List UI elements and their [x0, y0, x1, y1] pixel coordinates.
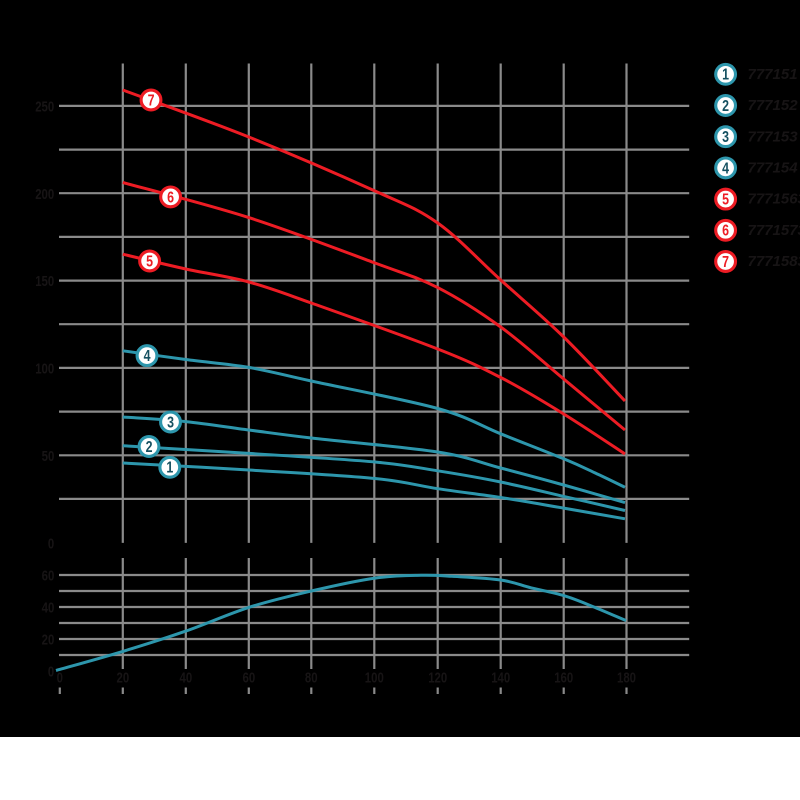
- svg-text:2: 2: [722, 97, 729, 115]
- svg-text:0: 0: [57, 670, 63, 687]
- svg-text:777153: 777153: [748, 128, 799, 145]
- svg-text:1: 1: [166, 458, 173, 476]
- svg-text:3: 3: [722, 128, 729, 146]
- svg-text:4: 4: [722, 159, 729, 177]
- svg-text:0: 0: [48, 664, 54, 681]
- svg-text:6: 6: [167, 188, 174, 206]
- svg-text:5: 5: [146, 252, 153, 270]
- svg-text:0: 0: [48, 535, 54, 552]
- svg-text:1: 1: [722, 65, 729, 83]
- svg-text:40: 40: [180, 670, 193, 687]
- svg-text:140: 140: [491, 670, 510, 687]
- svg-text:180: 180: [617, 670, 636, 687]
- svg-text:777152: 777152: [748, 97, 799, 114]
- svg-text:20: 20: [42, 632, 55, 649]
- svg-text:777151: 777151: [748, 66, 798, 83]
- svg-text:777154: 777154: [748, 160, 799, 177]
- svg-text:60: 60: [42, 568, 55, 585]
- svg-text:7: 7: [722, 253, 729, 271]
- svg-text:100: 100: [365, 670, 384, 687]
- svg-text:160: 160: [554, 670, 573, 687]
- svg-text:3: 3: [167, 413, 174, 431]
- svg-text:250: 250: [35, 98, 54, 115]
- svg-text:7771583: 7771583: [748, 253, 800, 270]
- svg-text:50: 50: [42, 448, 55, 465]
- svg-text:20: 20: [117, 670, 130, 687]
- svg-text:2: 2: [146, 438, 153, 456]
- svg-text:4: 4: [144, 347, 151, 365]
- svg-text:7771573: 7771573: [748, 222, 800, 239]
- svg-text:80: 80: [305, 670, 318, 687]
- svg-text:5: 5: [722, 190, 729, 208]
- svg-text:40: 40: [42, 600, 55, 617]
- svg-text:60: 60: [243, 670, 256, 687]
- svg-text:7771563: 7771563: [748, 191, 800, 208]
- svg-text:100: 100: [35, 361, 54, 378]
- svg-text:7: 7: [148, 91, 155, 109]
- svg-text:6: 6: [722, 221, 729, 239]
- svg-text:200: 200: [35, 186, 54, 203]
- svg-text:150: 150: [35, 273, 54, 290]
- svg-text:120: 120: [428, 670, 447, 687]
